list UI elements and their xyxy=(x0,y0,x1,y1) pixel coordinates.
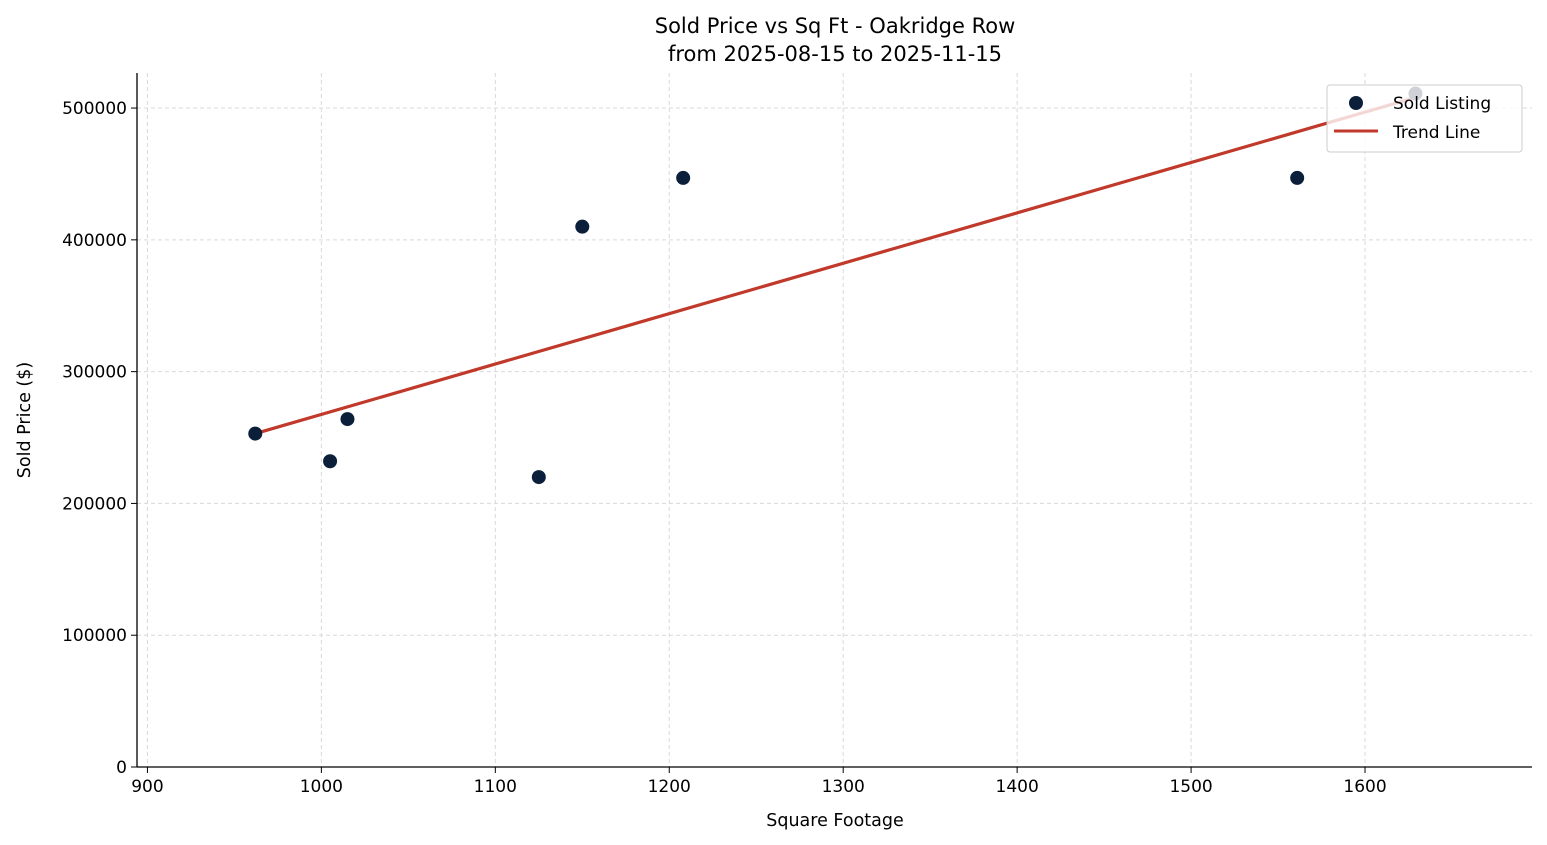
chart-subtitle: from 2025-08-15 to 2025-11-15 xyxy=(668,42,1002,66)
legend-label-line: Trend Line xyxy=(1392,123,1480,143)
x-tick-label: 1300 xyxy=(822,777,865,797)
x-tick-label: 1000 xyxy=(300,777,343,797)
legend-marker-scatter xyxy=(1349,96,1363,110)
chart-title: Sold Price vs Sq Ft - Oakridge Row xyxy=(655,14,1016,38)
data-point xyxy=(1290,170,1305,185)
y-tick-label: 0 xyxy=(116,758,127,778)
x-tick-label: 1600 xyxy=(1343,777,1386,797)
y-tick-label: 100000 xyxy=(62,626,127,646)
x-tick-label: 1100 xyxy=(474,777,517,797)
y-axis-label: Sold Price ($) xyxy=(15,362,35,478)
data-point xyxy=(575,219,590,234)
x-tick-label: 1400 xyxy=(996,777,1039,797)
x-tick-label: 1500 xyxy=(1169,777,1212,797)
legend: Sold Listing Trend Line xyxy=(1326,84,1523,153)
data-point xyxy=(248,426,263,441)
y-tick-label: 500000 xyxy=(62,99,127,119)
y-tick-label: 200000 xyxy=(62,494,127,514)
x-axis-label: Square Footage xyxy=(766,811,904,831)
y-tick-label: 400000 xyxy=(62,231,127,251)
x-tick-label: 1200 xyxy=(648,777,691,797)
legend-label-scatter: Sold Listing xyxy=(1393,94,1491,114)
data-point xyxy=(340,412,355,427)
data-point xyxy=(531,470,546,485)
y-tick-label: 300000 xyxy=(62,363,127,383)
x-tick-label: 900 xyxy=(131,777,163,797)
data-point xyxy=(323,454,338,469)
data-point xyxy=(676,170,691,185)
trend-line xyxy=(254,95,1416,436)
